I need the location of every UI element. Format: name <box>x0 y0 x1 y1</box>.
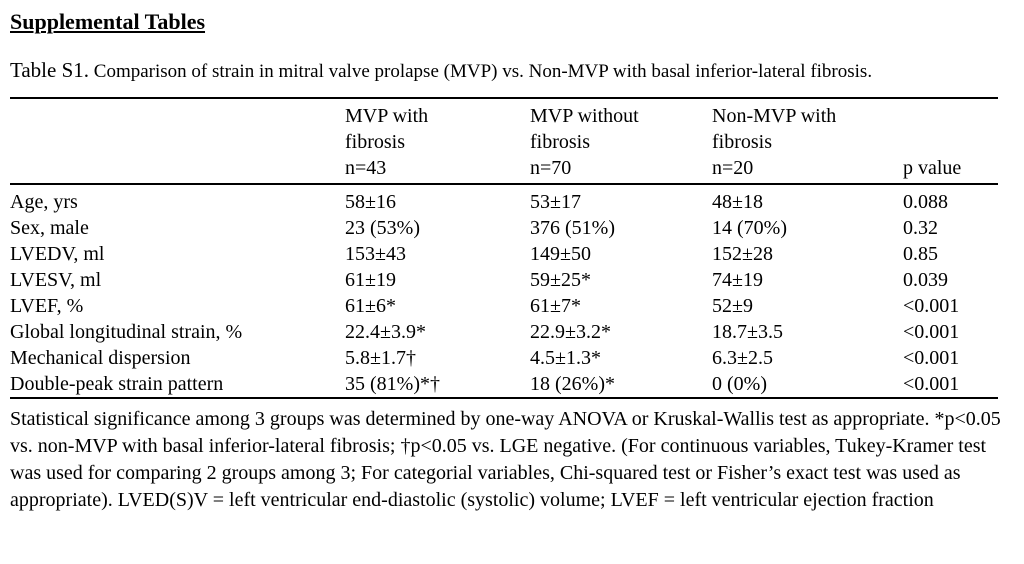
cell-value: 52±9 <box>712 295 753 317</box>
cell-value: 61±7* <box>530 295 581 317</box>
table-row: Double-peak strain pattern 35 (81%)*† 18… <box>10 371 998 398</box>
row-label: LVEF, % <box>10 295 84 317</box>
header-mvp-with-fibrosis: MVP with fibrosis n=43 <box>345 105 429 179</box>
cell-value: 376 (51%) <box>530 217 615 239</box>
cell-value: 0 (0%) <box>712 373 767 395</box>
cell-p-value: <0.001 <box>903 295 960 317</box>
data-table: MVP with fibrosis n=43 MVP without fibro… <box>10 97 998 399</box>
header-nonmvp-with-fibrosis: Non-MVP with fibrosis n=20 <box>712 105 837 179</box>
cell-p-value: 0.088 <box>903 191 948 213</box>
cell-value: 6.3±2.5 <box>712 347 773 369</box>
cell-value: 14 (70%) <box>712 217 787 239</box>
table-header: MVP with fibrosis n=43 MVP without fibro… <box>10 98 998 184</box>
row-label: LVESV, ml <box>10 269 102 291</box>
cell-p-value: 0.039 <box>903 269 948 291</box>
cell-value: 18.7±3.5 <box>712 321 783 343</box>
cell-value: 18 (26%)* <box>530 373 615 395</box>
table-caption-label: Table S1. <box>10 58 90 82</box>
cell-p-value: 0.32 <box>903 217 938 239</box>
header-mvp-without-fibrosis: MVP without fibrosis n=70 <box>530 105 639 179</box>
header-p-value: p value <box>903 157 962 179</box>
row-label: Age, yrs <box>10 191 78 213</box>
table-body: Age, yrs 58±16 53±17 48±18 0.088 Sex, ma… <box>10 184 998 398</box>
table-row: Sex, male 23 (53%) 376 (51%) 14 (70%) 0.… <box>10 215 998 241</box>
cell-value: 153±43 <box>345 243 406 265</box>
cell-p-value: <0.001 <box>903 321 960 343</box>
page-title: Supplemental Tables <box>10 9 206 34</box>
cell-value: 53±17 <box>530 191 581 213</box>
cell-value: 58±16 <box>345 191 396 213</box>
table-row: Global longitudinal strain, % 22.4±3.9* … <box>10 319 998 345</box>
cell-value: 4.5±1.3* <box>530 347 601 369</box>
header-stub-cell <box>10 98 345 184</box>
cell-value: 74±19 <box>712 269 763 291</box>
table-row: Age, yrs 58±16 53±17 48±18 0.088 <box>10 184 998 215</box>
row-label: Double-peak strain pattern <box>10 373 224 395</box>
cell-p-value: 0.85 <box>903 243 938 265</box>
cell-value: 61±6* <box>345 295 396 317</box>
table-caption: Table S1. Comparison of strain in mitral… <box>10 58 1010 84</box>
row-label: Mechanical dispersion <box>10 347 191 369</box>
row-label: Sex, male <box>10 217 89 239</box>
table-caption-text: Comparison of strain in mitral valve pro… <box>93 61 873 82</box>
cell-value: 23 (53%) <box>345 217 420 239</box>
cell-value: 149±50 <box>530 243 591 265</box>
cell-value: 152±28 <box>712 243 773 265</box>
cell-value: 59±25* <box>530 269 591 291</box>
table-row: LVESV, ml 61±19 59±25* 74±19 0.039 <box>10 267 998 293</box>
table-row: LVEDV, ml 153±43 149±50 152±28 0.85 <box>10 241 998 267</box>
cell-value: 35 (81%)*† <box>345 373 440 395</box>
cell-p-value: <0.001 <box>903 373 960 395</box>
row-label: LVEDV, ml <box>10 243 105 265</box>
cell-value: 5.8±1.7† <box>345 347 416 369</box>
table-row: Mechanical dispersion 5.8±1.7† 4.5±1.3* … <box>10 345 998 371</box>
cell-value: 48±18 <box>712 191 763 213</box>
table-footnote: Statistical significance among 3 groups … <box>10 408 1001 511</box>
cell-p-value: <0.001 <box>903 347 960 369</box>
cell-value: 22.4±3.9* <box>345 321 426 343</box>
cell-value: 61±19 <box>345 269 396 291</box>
row-label: Global longitudinal strain, % <box>10 321 243 343</box>
table-header-row: MVP with fibrosis n=43 MVP without fibro… <box>10 98 998 184</box>
document-page: Supplemental Tables Table S1. Comparison… <box>10 9 1010 511</box>
table-row: LVEF, % 61±6* 61±7* 52±9 <0.001 <box>10 293 998 319</box>
cell-value: 22.9±3.2* <box>530 321 611 343</box>
